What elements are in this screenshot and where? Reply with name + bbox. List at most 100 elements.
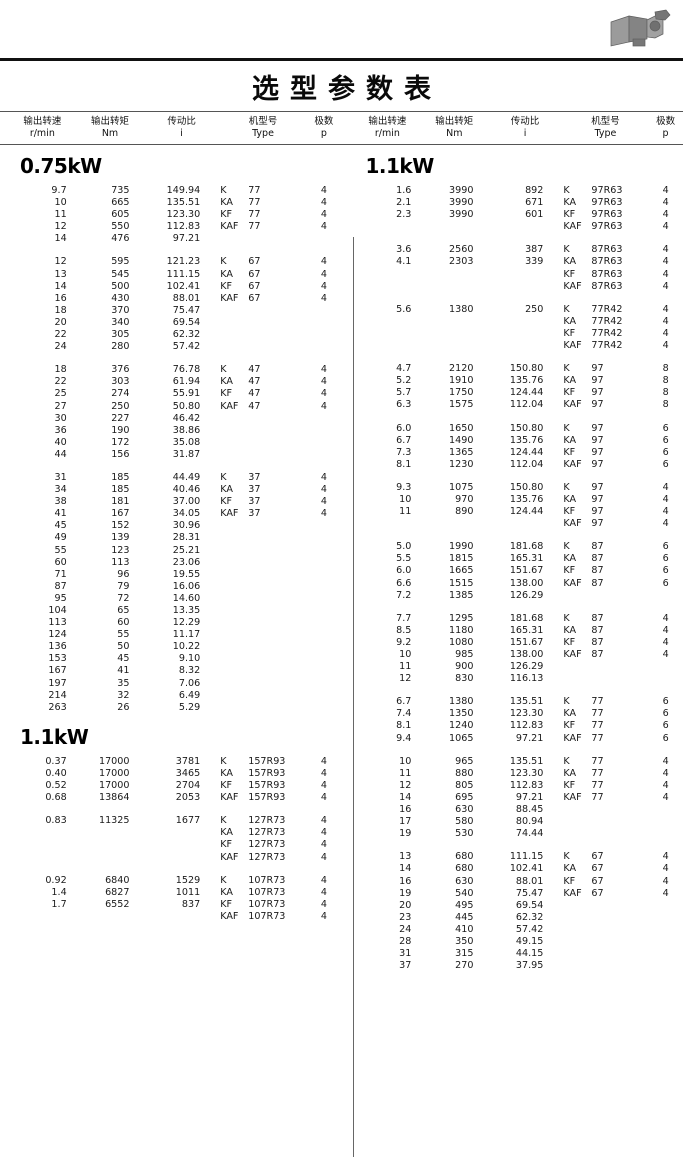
cell-output-torque: 476 (77, 233, 144, 245)
cell-ratio: 151.67 (487, 565, 563, 577)
cell-output-torque: 900 (421, 661, 487, 673)
power-rating-heading: 1.1kW (366, 154, 683, 178)
type-prefix: KF (563, 780, 591, 792)
cell-poles: 4 (306, 911, 341, 923)
type-prefix: KA (220, 827, 248, 839)
header-type-en: Type (563, 128, 648, 140)
cell-output-speed: 36 (8, 425, 77, 437)
header-poles-zh: 极数 (306, 116, 341, 128)
cell-output-speed: 20 (354, 900, 422, 912)
cell-output-torque: 17000 (77, 768, 144, 780)
cell-ratio: 57.42 (144, 341, 221, 353)
type-model: 157R93 (248, 792, 285, 804)
type-model: 67 (591, 851, 603, 863)
type-model: 37 (248, 484, 260, 496)
cell-ratio: 112.83 (144, 221, 221, 233)
cell-ratio: 112.83 (487, 780, 563, 792)
type-prefix: KA (563, 708, 591, 720)
cell-poles: 4 (648, 340, 683, 352)
cell-ratio: 88.45 (487, 804, 563, 816)
cell-output-torque: 181 (77, 496, 144, 508)
cell-ratio: 126.29 (487, 661, 563, 673)
cell-output-torque: 280 (77, 341, 144, 353)
type-model: 77 (591, 733, 603, 745)
cell-ratio: 35.08 (144, 437, 221, 449)
cell-ratio: 30.96 (144, 520, 221, 532)
cell-output-torque: 123 (77, 545, 144, 557)
type-prefix: KF (220, 388, 248, 400)
type-model: 97 (591, 387, 603, 399)
cell-output-speed: 19 (354, 888, 422, 900)
cell-output-torque: 495 (421, 900, 487, 912)
cell-ratio: 150.80 (487, 423, 563, 435)
cell-output-torque: 540 (421, 888, 487, 900)
type-model: 77 (591, 720, 603, 732)
cell-ratio: 57.42 (487, 924, 563, 936)
cell-output-speed: 7.2 (354, 590, 422, 602)
cell-poles: 6 (648, 553, 683, 565)
cell-ratio: 31.87 (144, 449, 221, 461)
cell-output-torque: 303 (77, 376, 144, 388)
type-model: 37 (248, 508, 260, 520)
type-prefix: K (220, 815, 248, 827)
cell-poles: 4 (306, 887, 341, 899)
cell-poles: 4 (648, 269, 683, 281)
cell-ratio: 37.95 (487, 960, 563, 972)
cell-output-torque: 595 (77, 256, 144, 268)
header-poles: 极数 p (648, 116, 683, 140)
type-model: 87 (591, 625, 603, 637)
cell-output-torque: 530 (421, 828, 487, 840)
cell-output-speed: 18 (8, 364, 77, 376)
cell-output-speed: 71 (8, 569, 77, 581)
cell-ratio: 121.23 (144, 256, 221, 268)
type-model: 77 (248, 185, 260, 197)
cell-output-speed: 4.1 (354, 256, 422, 268)
cell-poles: 6 (648, 541, 683, 553)
type-model: 77 (248, 197, 260, 209)
cell-output-speed: 40 (8, 437, 77, 449)
cell-output-torque: 50 (77, 641, 144, 653)
cell-poles: 4 (648, 256, 683, 268)
cell-output-speed: 14 (8, 281, 77, 293)
cell-output-speed: 28 (354, 936, 422, 948)
cell-ratio: 97.21 (487, 792, 563, 804)
type-model: 87 (591, 578, 603, 590)
cell-output-torque: 880 (421, 768, 487, 780)
cell-output-torque: 55 (77, 629, 144, 641)
cell-poles: 4 (306, 197, 341, 209)
cell-output-torque: 65 (77, 605, 144, 617)
cell-output-torque: 430 (77, 293, 144, 305)
cell-poles: 4 (306, 839, 341, 851)
cell-ratio: 135.76 (487, 494, 563, 506)
